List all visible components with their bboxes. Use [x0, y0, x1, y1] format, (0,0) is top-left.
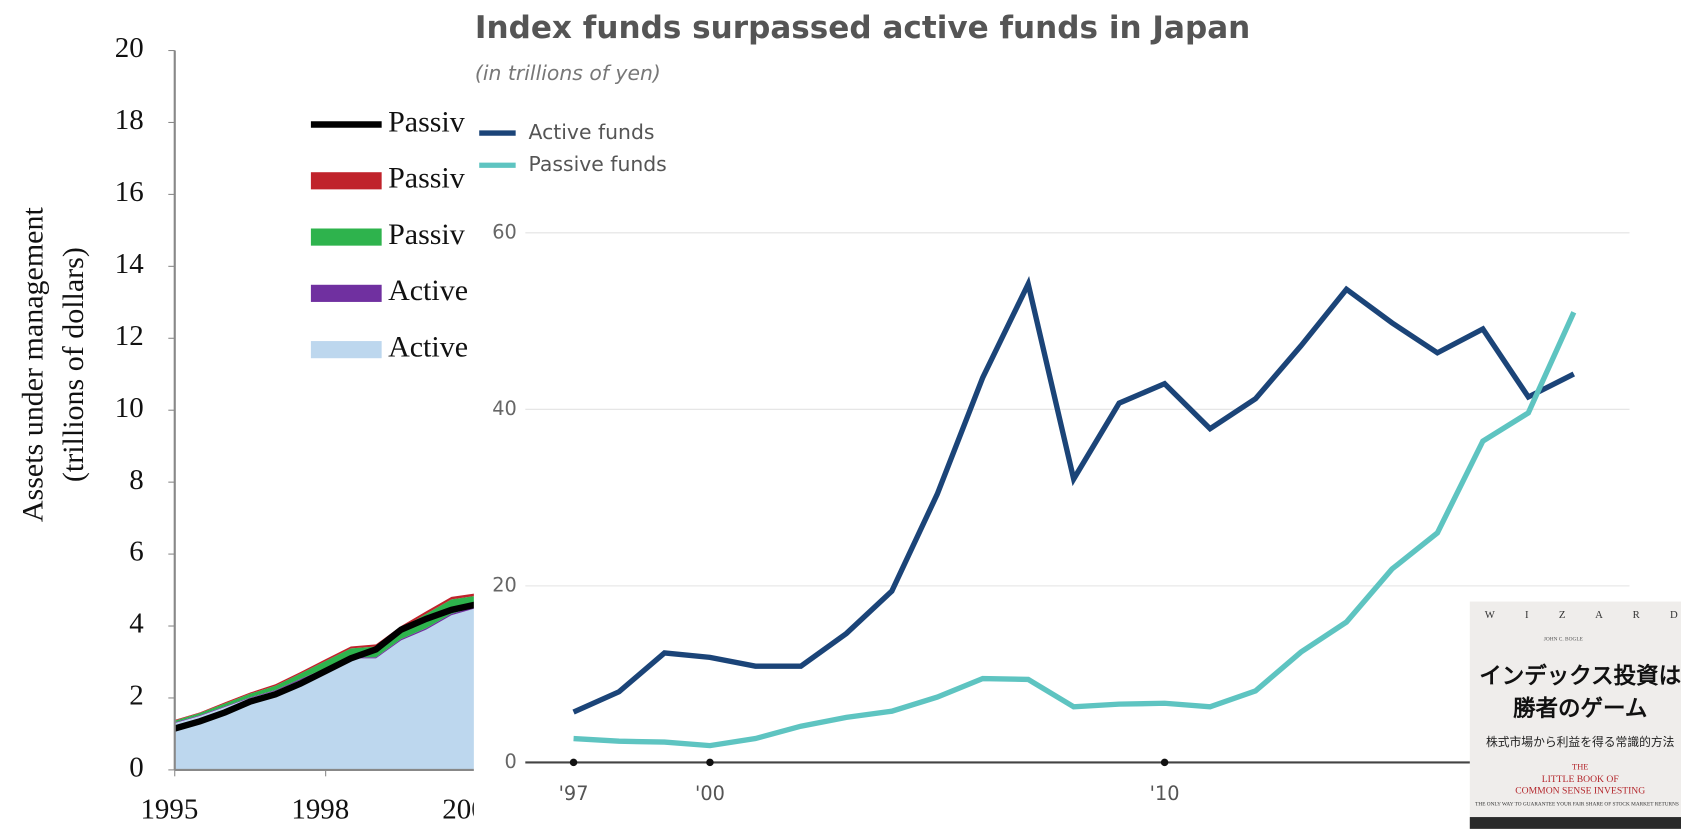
book-title-en: COMMON SENSE INVESTING [1515, 786, 1645, 797]
book-title-ja: インデックス投資は [1479, 663, 1681, 690]
book-tagline: THE ONLY WAY TO GUARANTEE YOUR FAIR SHAR… [1475, 801, 1679, 807]
x-tick [569, 758, 578, 767]
y-tick-label: 2 [129, 680, 143, 712]
book-title-en: LITTLE BOOK OF [1542, 774, 1619, 785]
book-title-en: THE [1572, 762, 1589, 772]
y-tick-label: 60 [492, 220, 517, 243]
book-subtitle-ja: 株式市場から利益を得る常識的方法 [1486, 735, 1675, 749]
y-tick-label: 20 [115, 32, 144, 64]
x-tick-label: '10 [1150, 782, 1180, 805]
y-axis-label: Assets under management [16, 207, 49, 523]
book-title-ja: 勝者のゲーム [1513, 695, 1647, 722]
x-tick-label: 1998 [291, 793, 349, 825]
x-tick [1160, 758, 1169, 767]
book-band [1469, 817, 1681, 829]
legend-swatch [310, 228, 382, 246]
y-tick-label: 40 [492, 397, 517, 420]
book-author: JOHN C. BOGLE [1544, 636, 1583, 642]
line [174, 592, 502, 732]
chart-title: Index funds surpassed active funds in Ja… [475, 10, 1250, 46]
y-tick-label: 4 [129, 608, 144, 640]
x-tick-label: 1995 [140, 793, 198, 825]
legend-label: Active funds [529, 120, 655, 144]
y-axis-label: (trillions of dollars) [57, 247, 90, 482]
area [174, 608, 502, 770]
line [573, 311, 1577, 749]
legend-label: Active [388, 274, 468, 307]
legend-swatch [310, 172, 382, 190]
book-cover: W I Z A R D JOHN C. BOGLE インデックス投資は 勝者のゲ… [1469, 601, 1681, 829]
y-tick-label: 14 [115, 248, 144, 280]
y-tick-label: 8 [129, 464, 143, 496]
legend-label: Passiv [388, 218, 465, 251]
y-tick-label: 6 [129, 536, 143, 568]
y-tick-label: 20 [492, 573, 517, 596]
x-tick-label: '00 [695, 782, 725, 805]
legend-swatch [310, 341, 382, 359]
y-tick-label: 12 [115, 320, 144, 352]
y-tick-label: 16 [115, 176, 144, 208]
y-tick-label: 0 [129, 752, 143, 784]
right-chart: Index funds surpassed active funds in Ja… [475, 10, 1630, 805]
legend-label: Passive funds [529, 152, 667, 176]
line [572, 276, 1576, 715]
legend-label: Active [388, 331, 468, 364]
legend-swatch [310, 284, 382, 302]
x-tick [706, 758, 714, 767]
legend-label: Passiv [388, 162, 465, 195]
y-tick-label: 10 [115, 392, 144, 424]
area [174, 595, 502, 723]
y-tick-label: 0 [504, 750, 516, 773]
book-background [1469, 601, 1681, 829]
y-tick-label: 18 [115, 104, 144, 136]
x-tick-label: '97 [559, 782, 589, 805]
legend-label: Passiv [388, 105, 465, 138]
chart-subtitle: (in trillions of yen) [475, 61, 661, 85]
